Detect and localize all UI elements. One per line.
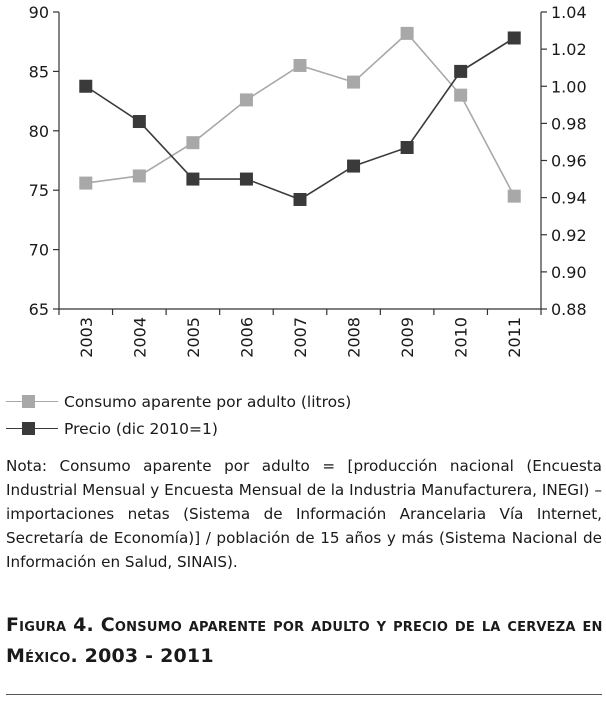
data-point-marker xyxy=(400,26,414,40)
x-tick-label: 2011 xyxy=(505,317,524,358)
bottom-rule xyxy=(6,694,602,695)
left-tick-label: 90 xyxy=(29,3,49,22)
left-tick-label: 80 xyxy=(29,122,49,141)
x-tick-label: 2007 xyxy=(291,317,310,358)
right-tick-label: 0.90 xyxy=(551,263,587,282)
legend-item-consumo: Consumo aparente por adulto (litros) xyxy=(6,388,351,415)
left-tick-label: 70 xyxy=(29,241,49,260)
chart-note: Nota: Consumo aparente por adulto = [pro… xyxy=(6,457,602,571)
right-tick-label: 1.04 xyxy=(551,3,587,22)
data-point-marker xyxy=(507,31,521,45)
x-tick-label: 2003 xyxy=(77,317,96,358)
x-tick-label: 2006 xyxy=(237,317,256,358)
data-point-marker xyxy=(132,115,146,129)
right-tick-label: 1.00 xyxy=(551,77,587,96)
right-tick-label: 0.88 xyxy=(551,300,587,319)
legend-swatch-consumo xyxy=(6,392,58,412)
data-point-marker xyxy=(507,189,521,203)
data-point-marker xyxy=(347,159,361,173)
legend-marker-consumo xyxy=(22,394,35,408)
legend-marker-precio xyxy=(22,421,35,435)
data-point-marker xyxy=(132,169,146,183)
left-tick-label: 85 xyxy=(29,62,49,81)
x-tick-label: 2005 xyxy=(184,317,203,358)
data-point-marker xyxy=(293,58,307,72)
x-tick-label: 2004 xyxy=(130,317,149,358)
chart-legend: Consumo aparente por adulto (litros) Pre… xyxy=(6,388,351,442)
right-tick-label: 0.92 xyxy=(551,226,587,245)
dual-axis-line-chart: 90 85 80 75 70 65 1.04 1.02 1.00 0.98 0.96 0.94 0.92… xyxy=(29,3,587,358)
legend-swatch-precio xyxy=(6,419,58,439)
x-tick-label: 2008 xyxy=(345,317,364,358)
right-tick-label: 0.98 xyxy=(551,114,587,133)
data-point-marker xyxy=(186,136,200,150)
legend-label-precio: Precio (dic 2010=1) xyxy=(64,419,218,438)
data-point-marker xyxy=(347,75,361,89)
data-point-marker xyxy=(79,176,93,190)
legend-item-precio: Precio (dic 2010=1) xyxy=(6,415,351,442)
data-point-marker xyxy=(293,192,307,206)
x-tick-label: 2010 xyxy=(452,317,471,358)
right-tick-label: 0.94 xyxy=(551,189,587,208)
data-point-marker xyxy=(239,93,253,107)
data-point-marker xyxy=(79,79,93,93)
left-tick-label: 75 xyxy=(29,181,49,200)
series-line xyxy=(85,32,515,197)
data-point-marker xyxy=(454,64,468,78)
legend-label-consumo: Consumo aparente por adulto (litros) xyxy=(64,392,352,411)
figure-caption: Figura 4. Consumo aparente por adulto y … xyxy=(6,614,603,667)
data-point-marker xyxy=(454,88,468,102)
data-point-marker xyxy=(186,172,200,186)
right-tick-label: 1.02 xyxy=(551,40,587,59)
data-point-marker xyxy=(239,172,253,186)
right-tick-label: 0.96 xyxy=(551,152,587,171)
series-consumo xyxy=(79,26,521,203)
data-point-marker xyxy=(400,141,414,155)
left-tick-label: 65 xyxy=(29,300,49,319)
x-tick-label: 2009 xyxy=(398,317,417,358)
series-precio xyxy=(79,31,521,206)
